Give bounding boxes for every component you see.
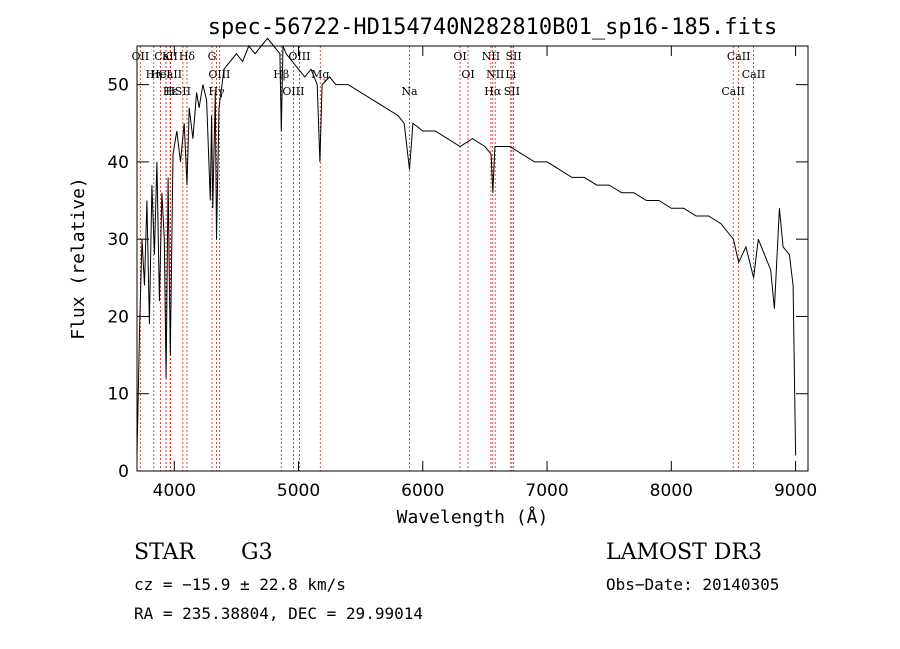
line-marker-label: NII [486,68,504,81]
line-marker-label: G [208,50,217,63]
x-tick-label: 9000 [774,481,817,501]
line-marker-label: Hγ [208,85,225,98]
line-marker-label: K [162,50,171,63]
subclass: G3 [241,540,273,565]
y-tick-label: 0 [118,462,129,482]
line-marker-label: Li [505,68,516,81]
line-marker-label: H [166,85,176,98]
star-type: STAR [134,540,195,565]
line-marker-label: CaII [721,85,745,98]
x-tick-label: 6000 [401,481,444,501]
line-marker-label: OIII [282,85,304,98]
line-marker-label: CaII [742,68,766,81]
line-marker-label: NII [482,50,500,63]
line-marker-label: Hε [163,85,179,98]
x-tick-label: 7000 [525,481,568,501]
y-tick-label: 30 [107,230,129,250]
survey-name: LAMOST DR3 [606,540,762,565]
x-tick-label: 5000 [277,481,320,501]
line-marker-label: Hβ [273,68,289,81]
line-marker-label: CaII [154,50,178,63]
line-marker-label: SII [504,85,520,98]
x-tick-label: 4000 [153,481,196,501]
line-marker-label: SII [506,50,522,63]
x-tick-label: 8000 [650,481,693,501]
coordinates: RA = 235.38804, DEC = 29.99014 [134,604,423,623]
line-marker-label: CaII [727,50,751,63]
line-marker-label: OIII [288,50,310,63]
x-axis-label: Wavelength (Å) [397,506,549,528]
line-marker-label: Hδ [179,50,196,63]
line-marker-label: OI [453,50,466,63]
line-marker-label: Na [401,85,418,98]
line-marker-label: CaII [158,68,182,81]
y-tick-label: 10 [107,385,129,405]
line-marker-label: Mg [311,68,329,81]
line-marker-label: OIII [208,68,230,81]
y-tick-label: 20 [107,307,129,327]
line-marker-label: Hα [484,85,502,98]
y-tick-label: 50 [107,76,129,96]
chart-title: spec-56722-HD154740N282810B01_sp16-185.f… [208,15,778,40]
plot-frame [136,45,809,472]
line-marker-label: Hη [146,68,162,81]
y-axis-label: Flux (relative) [68,177,89,340]
obs-date: Obs−Date: 20140305 [606,575,780,594]
line-marker-label: OII [131,50,149,63]
line-marker-label: OI [461,68,474,81]
y-tick-label: 40 [107,153,129,173]
redshift-cz: cz = −15.9 ± 22.8 km/s [134,575,346,594]
line-marker-label: SII [175,85,191,98]
spectrum-line [136,37,797,456]
line-marker-label: HeI [150,68,170,81]
